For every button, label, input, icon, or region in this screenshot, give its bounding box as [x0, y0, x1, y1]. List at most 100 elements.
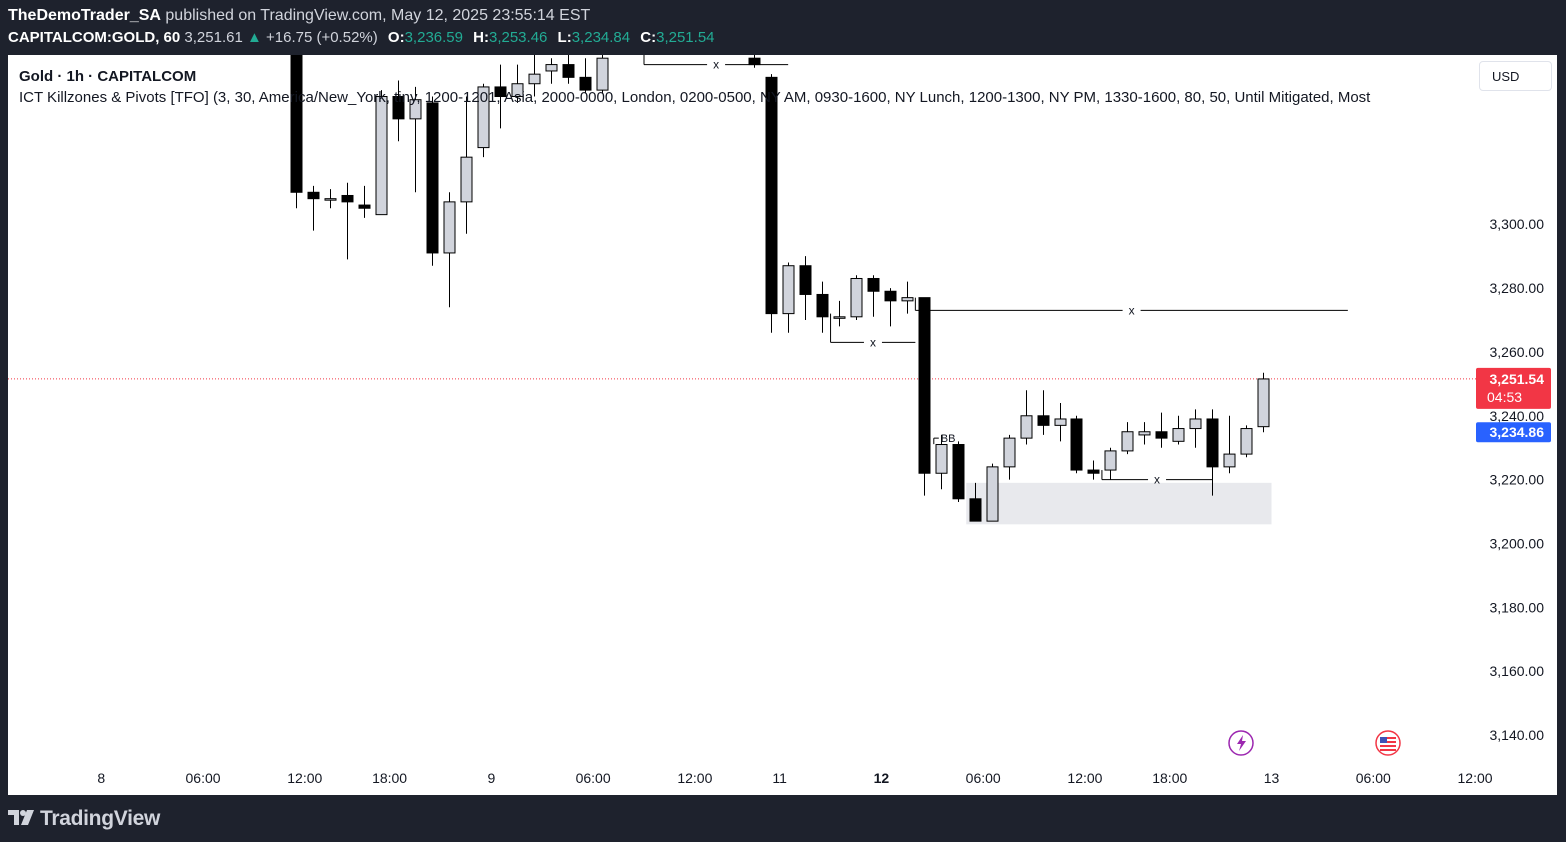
bearish-candle [358, 204, 371, 209]
bearish-candle [952, 444, 965, 500]
low-price-badge [1476, 422, 1551, 443]
footer [0, 795, 1566, 842]
flag-stripe [1380, 737, 1396, 739]
bullish-candle [850, 277, 863, 318]
bearish-candle [969, 498, 982, 522]
low-label: L: [557, 29, 572, 46]
lightning-event-icon [1228, 730, 1254, 756]
bullish-candle [409, 99, 422, 120]
bearish-candle [579, 76, 592, 91]
x-axis-tick-label: 12 [874, 770, 890, 786]
y-axis-tick-label: 3,280.00 [1490, 280, 1545, 296]
y-axis-tick-label: 3,240.00 [1490, 408, 1545, 424]
bullish-candle [460, 156, 473, 203]
y-axis-tick-label: 3,180.00 [1490, 599, 1545, 615]
close-value: 3,251.54 [656, 29, 715, 46]
bullish-candle [477, 86, 490, 149]
open-value: 3,236.59 [404, 29, 463, 46]
bullish-candle [1121, 431, 1134, 452]
symbol-name: CAPITALCOM:GOLD, 60 [8, 29, 181, 46]
open-label: O: [387, 29, 405, 46]
bearish-candle [1037, 415, 1050, 426]
x-axis-tick-label: 12:00 [1458, 770, 1493, 786]
x-axis-tick-label: 13 [1264, 770, 1280, 786]
pivot-level-label: x [713, 58, 719, 72]
bullish-candle [782, 265, 795, 315]
bullish-candle [1054, 418, 1067, 426]
bar-countdown: 04:53 [1487, 389, 1522, 405]
chart-area[interactable]: x x x x BB 3,300.00 3,280.00 3,260.00 3,240.00 3,… [8, 55, 1557, 795]
publisher-name[interactable]: TheDemoTrader_SA [8, 7, 161, 24]
bullish-candle [935, 444, 948, 474]
bullish-candle [1223, 453, 1236, 468]
published-text: published on TradingView.com, May 12, 20… [165, 7, 591, 24]
x-axis-tick-label: 18:00 [1152, 770, 1187, 786]
y-axis-tick-label: 3,260.00 [1490, 344, 1545, 360]
bearish-candle [918, 297, 931, 474]
bullish-candle [1172, 428, 1185, 442]
x-axis-tick-label: 12:00 [1067, 770, 1102, 786]
x-axis-tick-label: 06:00 [576, 770, 611, 786]
bullish-candle [528, 73, 541, 85]
tradingview-logo-icon[interactable] [8, 808, 36, 828]
liquidity-zone [966, 482, 1272, 525]
bearish-candle [494, 86, 507, 98]
y-axis-tick-label: 3,200.00 [1490, 535, 1545, 551]
bullish-candle [375, 96, 388, 216]
last-price-badge-value: 3,251.54 [1490, 371, 1545, 387]
bullish-candle [1189, 418, 1202, 430]
bearish-candle [1206, 418, 1219, 468]
bearish-candle [816, 293, 829, 318]
y-axis-tick-label: 3,300.00 [1490, 216, 1545, 232]
bearish-candle [307, 191, 320, 200]
tradingview-brand[interactable]: TradingView [40, 807, 161, 830]
publisher-line: TheDemoTrader_SA published on TradingVie… [8, 7, 590, 25]
flag-stripe [1380, 745, 1396, 747]
last-value: 3,251.61 [184, 29, 243, 46]
bearish-candle [1087, 469, 1100, 474]
bearish-candle [562, 64, 575, 78]
x-axis-tick-label: 11 [772, 770, 787, 786]
currency-button[interactable]: USD [1479, 61, 1552, 91]
bearish-candle [290, 55, 303, 193]
x-axis-tick-label: 12:00 [677, 770, 712, 786]
bullish-candle [443, 201, 456, 254]
bullish-candle [986, 466, 999, 522]
price-chart[interactable]: x x x x BB 3,300.00 3,280.00 3,260.00 3,240.00 3,… [8, 55, 1557, 795]
publication-header: TheDemoTrader_SA published on TradingVie… [0, 0, 1566, 55]
high-value: 3,253.46 [488, 29, 548, 46]
pivot-level-label: x [1129, 303, 1135, 317]
bullish-candle [511, 83, 524, 98]
bearish-candle [799, 265, 812, 295]
bullish-candle [833, 316, 846, 319]
high-label: H: [473, 29, 489, 46]
indicator-legend[interactable]: ICT Killzones & Pivots [TFO] (3, 30, Ame… [19, 89, 1371, 106]
x-axis-tick-label: 06:00 [186, 770, 221, 786]
close-label: C: [640, 29, 657, 46]
pivot-level-label: x [870, 335, 876, 349]
bearish-candle [426, 102, 439, 254]
bearish-candle [1070, 418, 1083, 471]
bearish-candle [341, 194, 354, 203]
plot-group: x x x x BB [8, 55, 1476, 525]
lightning-bolt [1237, 735, 1246, 751]
bearish-candle [867, 277, 880, 292]
low-value: 3,234.84 [571, 29, 631, 46]
bb-annotation: BB [941, 433, 956, 445]
flag-stripe [1380, 749, 1396, 751]
pivot-level-label: x [1154, 473, 1160, 487]
legend-title: Gold · 1h · CAPITALCOM [19, 68, 197, 85]
x-axis-tick-label: 8 [97, 770, 105, 786]
y-axis-tick-label: 3,220.00 [1490, 472, 1545, 488]
bullish-candle [1020, 415, 1033, 439]
us-flag-event-icon [1375, 730, 1401, 756]
bearish-candle [765, 76, 778, 315]
x-axis-tick-label: 06:00 [1356, 770, 1391, 786]
x-axis-tick-label: 9 [487, 770, 495, 786]
x-axis-tick-label: 06:00 [966, 770, 1001, 786]
bullish-candle [1240, 428, 1253, 455]
up-arrow-icon: ▲ [246, 29, 262, 46]
bullish-candle [1138, 431, 1151, 436]
change-value: +16.75 (+0.52%) [266, 29, 378, 46]
flag-canton [1380, 737, 1387, 743]
